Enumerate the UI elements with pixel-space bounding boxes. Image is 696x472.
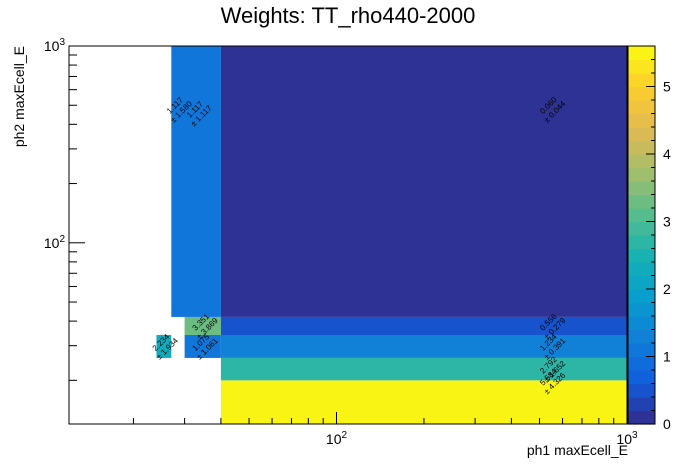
color-scale-band <box>628 302 655 317</box>
heatmap-cell <box>220 357 628 381</box>
color-scale-band <box>628 140 655 155</box>
x-axis-label: ph1 maxEcell_E <box>527 442 628 458</box>
heatmap-cell <box>184 316 221 335</box>
z-tick-label: 5 <box>663 79 671 95</box>
color-scale-band <box>628 221 655 236</box>
z-tick-label: 2 <box>663 281 671 297</box>
color-scale-band <box>628 383 655 398</box>
heatmap-cells <box>156 46 628 424</box>
color-scale-band <box>628 262 655 277</box>
y-axis: 102 103 <box>44 37 85 381</box>
heatmap-cell <box>220 334 628 358</box>
z-tick-label: 3 <box>663 214 671 230</box>
color-scale-band <box>628 113 655 128</box>
color-scale-band <box>628 59 655 74</box>
y-tick-label: 103 <box>44 37 66 54</box>
color-scale-bar: 0 1 2 3 4 5 <box>627 45 671 432</box>
heatmap-cell <box>220 380 628 424</box>
color-scale-band <box>628 356 655 371</box>
color-scale-band <box>628 86 655 101</box>
x-axis: 102 103 <box>132 412 638 447</box>
y-tick-label: 102 <box>44 234 66 251</box>
z-tick-label: 1 <box>663 349 671 365</box>
color-scale-band <box>628 329 655 344</box>
z-tick-label: 0 <box>663 416 671 432</box>
heatmap-cell <box>220 46 628 317</box>
color-scale-band <box>628 248 655 263</box>
color-scale-band <box>628 275 655 290</box>
color-scale-band <box>628 208 655 223</box>
x-tick-label: 102 <box>326 430 348 447</box>
z-tick-label: 4 <box>663 146 671 162</box>
color-scale-band <box>628 167 655 182</box>
heatmap-cell <box>171 46 221 317</box>
heatmap-cell <box>184 334 221 358</box>
color-scale-band <box>628 194 655 209</box>
cell-label-group: 2.234± 1.934 <box>151 332 181 362</box>
color-scale-band <box>628 46 655 61</box>
color-scale-band <box>628 289 655 304</box>
color-scale-band <box>628 154 655 169</box>
y-axis-label: ph2 maxEcell_E <box>11 46 27 147</box>
heatmap-cell <box>220 316 628 335</box>
color-scale-band <box>628 100 655 115</box>
color-scale-band <box>628 410 655 425</box>
color-scale-band <box>628 316 655 331</box>
color-scale-band <box>628 370 655 385</box>
color-scale-band <box>628 181 655 196</box>
heatmap-cell <box>156 334 172 358</box>
color-scale-band <box>628 127 655 142</box>
color-scale-band <box>628 343 655 358</box>
color-scale-band <box>628 397 655 412</box>
plot-frame <box>68 45 628 425</box>
color-scale-band <box>628 73 655 88</box>
color-scale-band <box>628 235 655 250</box>
chart-title: Weights: TT_rho440-2000 <box>221 3 476 28</box>
x-tick-label: 103 <box>616 430 638 447</box>
